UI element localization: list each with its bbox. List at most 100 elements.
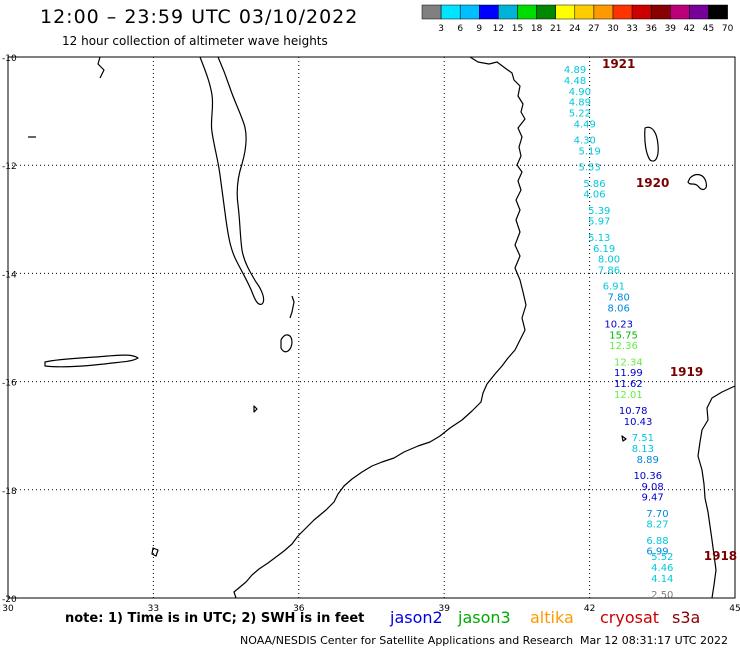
wave-height-value: 2.50 — [651, 590, 673, 601]
wave-height-value: 4.46 — [651, 563, 673, 574]
colorbar-label: 12 — [493, 24, 504, 34]
lat-tick-label: -16 — [2, 379, 17, 389]
colorbar-label: 6 — [457, 24, 463, 34]
map-frame — [7, 56, 736, 599]
wave-height-value: 4.90 — [569, 87, 591, 98]
lat-tick-label: -20 — [2, 595, 17, 605]
colorbar-label: 18 — [531, 24, 543, 34]
wave-height-value: 6.91 — [603, 282, 625, 293]
wave-height-value: 10.78 — [619, 406, 648, 417]
satellite-legend-s3a: s3a — [672, 608, 701, 627]
wave-height-value: 10.23 — [604, 320, 633, 331]
wave-height-value: 12.36 — [609, 341, 638, 352]
colorbar-swatch — [708, 4, 728, 20]
colorbar-swatch — [498, 4, 518, 20]
wave-height-value: 7.70 — [646, 509, 668, 520]
small-island-b — [151, 547, 159, 557]
map-subtitle: 12 hour collection of altimeter wave hei… — [62, 34, 328, 48]
wave-height-value: 4.48 — [564, 76, 586, 87]
small-island-d — [621, 435, 627, 442]
small-island-c — [253, 405, 258, 413]
lon-tick-label: 30 — [2, 604, 14, 614]
colorbar-label: 45 — [703, 24, 714, 34]
wave-height-value: 5.39 — [588, 206, 610, 217]
wave-height-value: 5.53 — [578, 163, 600, 174]
small-island-a — [289, 295, 295, 319]
hour-marker-label: 1920 — [636, 176, 669, 190]
colorbar-label: 39 — [665, 24, 677, 34]
wave-height-value: 15.75 — [609, 330, 638, 341]
wave-height-value: 8.27 — [646, 520, 668, 531]
colorbar-swatch — [593, 4, 614, 20]
colorbar-swatch — [459, 4, 480, 20]
wave-height-value: 4.49 — [574, 119, 596, 130]
map-title: 12:00 – 23:59 UTC 03/10/2022 — [40, 6, 359, 28]
hour-marker-label: 1918 — [704, 549, 737, 563]
colorbar-label: 36 — [645, 24, 657, 34]
colorbar-label: 33 — [626, 24, 637, 34]
wave-height-value: 11.99 — [614, 368, 643, 379]
wave-height-value: 4.14 — [651, 574, 673, 585]
wave-height-value: 6.88 — [646, 536, 668, 547]
footer-credit: NOAA/NESDIS Center for Satellite Applica… — [240, 634, 574, 647]
wave-height-value: 4.06 — [583, 190, 605, 201]
wave-height-value: 9.08 — [641, 482, 663, 493]
colorbar-swatch — [555, 4, 576, 20]
lat-tick-label: -14 — [2, 270, 17, 280]
wave-height-value: 6.99 — [646, 547, 668, 558]
wave-height-value: 5.97 — [588, 217, 610, 228]
comoros-island — [644, 126, 659, 162]
wave-height-value: 5.52 — [651, 552, 673, 563]
lat-tick-label: -12 — [2, 162, 17, 172]
wave-height-value: 11.62 — [614, 379, 643, 390]
colorbar-swatch — [479, 4, 499, 20]
lon-tick-label: 39 — [438, 604, 450, 614]
wave-height-value: 4.89 — [564, 65, 586, 76]
wave-height-value: 10.43 — [624, 417, 653, 428]
wave-height-value: 5.13 — [588, 233, 610, 244]
lake-kariba — [44, 354, 139, 368]
lon-tick-label: 33 — [148, 604, 159, 614]
wave-height-value: 7.51 — [632, 433, 654, 444]
wave-height-value: 10.36 — [633, 471, 662, 482]
colorbar-label: 9 — [476, 24, 482, 34]
lon-tick-label: 36 — [293, 604, 305, 614]
colorbar-swatch — [517, 4, 537, 20]
wave-height-value: 8.13 — [632, 444, 654, 455]
satellite-legend-jason3: jason3 — [458, 608, 511, 627]
lat-tick-label: -18 — [2, 487, 17, 497]
wave-height-value: 7.80 — [608, 292, 630, 303]
african-coastline — [233, 56, 527, 599]
colorbar-label: 24 — [569, 24, 581, 34]
wave-height-value: 12.01 — [614, 390, 643, 401]
footer-note: note: 1) Time is in UTC; 2) SWH is in fe… — [65, 611, 365, 626]
wave-height-value: 7.86 — [598, 265, 620, 276]
satellite-legend-cryosat: cryosat — [600, 608, 660, 627]
wave-height-value: 8.06 — [608, 303, 630, 314]
hour-marker-label: 1921 — [602, 57, 635, 71]
mayotte-island — [687, 173, 707, 191]
hour-marker-label: 1919 — [670, 365, 703, 379]
satellite-legend-altika: altika — [530, 608, 574, 627]
wave-height-value: 9.47 — [641, 493, 663, 504]
wave-height-value: 5.86 — [583, 179, 605, 190]
colorbar-swatch — [421, 4, 442, 20]
colorbar-label: 30 — [607, 24, 619, 34]
colorbar-label: 70 — [722, 24, 734, 34]
wave-height-value: 8.00 — [598, 255, 620, 266]
wave-height-value: 5.22 — [569, 109, 591, 120]
colorbar-swatch — [574, 4, 595, 20]
wave-height-value: 6.19 — [593, 244, 615, 255]
footer-timestamp: Mar 12 08:31:17 UTC 2022 — [580, 634, 728, 647]
madagascar-coastline — [697, 385, 736, 599]
wave-height-value: 12.34 — [614, 357, 643, 368]
colorbar-label: 3 — [438, 24, 444, 34]
colorbar-swatch — [689, 4, 709, 20]
lake-chilwa — [280, 334, 293, 353]
lake-tanganyika-shore — [97, 56, 105, 79]
colorbar-swatch — [612, 4, 633, 20]
lon-tick-label: 42 — [584, 604, 595, 614]
colorbar-label: 15 — [512, 24, 523, 34]
colorbar-swatch — [650, 4, 671, 20]
